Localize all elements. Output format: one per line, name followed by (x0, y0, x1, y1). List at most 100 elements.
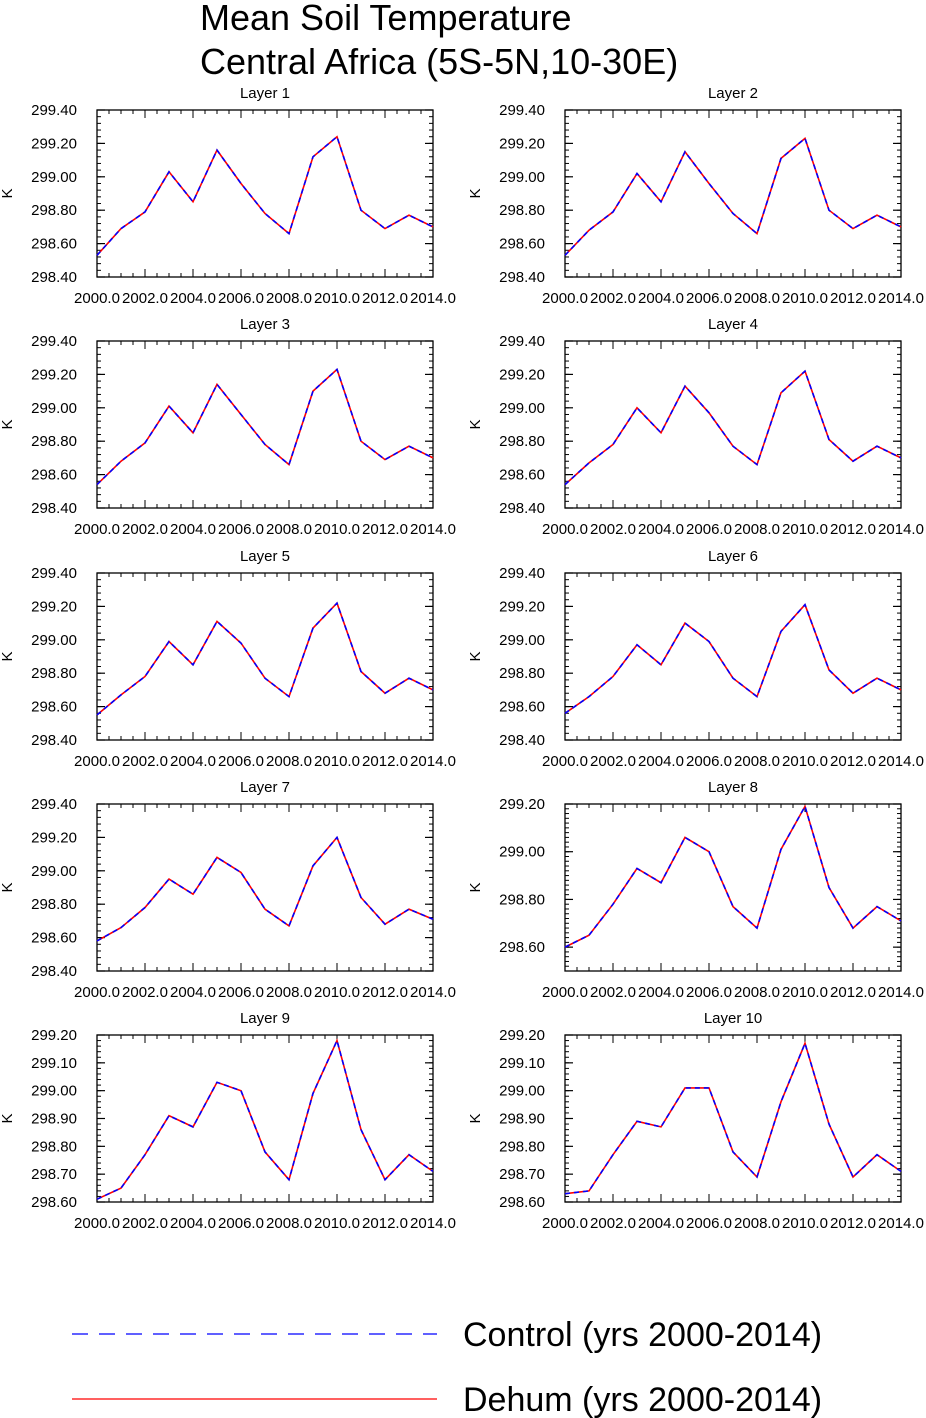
panel-8-x-tick-label: 2008.0 (734, 984, 780, 1001)
panel-5-frame (96, 572, 434, 741)
panel-5-x-tick-label: 2004.0 (170, 753, 216, 770)
panel-3-dehum-line (96, 367, 434, 486)
panel-4-y-tick-label: 298.80 (499, 433, 545, 450)
panel-10-frame (564, 1034, 902, 1203)
panel-5-y-tick-label: 298.60 (31, 699, 77, 716)
panel-7-y-tick-label: 298.60 (31, 930, 77, 947)
panel-5: Layer 5 298.40 298.60 298.80 299.00 299.20 299… (0, 548, 456, 770)
panel-9-y-tick-label: 299.20 (31, 1027, 77, 1044)
panel-1-x-tick-label: 2008.0 (266, 290, 312, 307)
panel-5-y-tick-label: 299.00 (31, 632, 77, 649)
panel-4-y-tick-label: 299.40 (499, 333, 545, 350)
panel-8-x-tick-label: 2002.0 (590, 984, 636, 1001)
panel-9-x-tick-label: 2012.0 (362, 1215, 408, 1232)
panel-7: Layer 7 298.40 298.60 298.80 299.00 299.20 299… (0, 779, 456, 1001)
panel-8-x-tick-label: 2004.0 (638, 984, 684, 1001)
panel-1-y-tick-label: 298.80 (31, 202, 77, 219)
panel-10-x-tick-label: 2000.0 (542, 1215, 588, 1232)
panel-8-frame (564, 803, 902, 972)
panel-3-y-tick-label: 298.80 (31, 433, 77, 450)
panel-1-y-tick-label: 299.00 (31, 169, 77, 186)
panel-4-y-axis-label: K (467, 419, 484, 429)
panel-7-x-tick-label: 2014.0 (410, 984, 456, 1001)
panel-7-y-tick-label: 298.80 (31, 896, 77, 913)
panel-10-x-tick-label: 2014.0 (878, 1215, 924, 1232)
panel-7-control-line (96, 835, 434, 942)
panel-9-y-tick-label: 298.60 (31, 1194, 77, 1211)
panel-7-x-tick-label: 2000.0 (74, 984, 120, 1001)
panel-1-y-tick-label: 298.60 (31, 236, 77, 253)
panel-9-control-line (96, 1038, 434, 1200)
panel-10-y-tick-label: 298.80 (499, 1138, 545, 1155)
panel-3-title: Layer 3 (240, 316, 290, 333)
panel-8-dehum-line (564, 804, 902, 948)
panel-2-x-tick-label: 2006.0 (686, 290, 732, 307)
panel-4: Layer 4 298.40 298.60 298.80 299.00 299.20 299… (467, 316, 924, 538)
panel-9: Layer 9 298.60 298.70 298.80 298.90 299.00 299… (0, 1010, 456, 1232)
panel-2-y-axis-label: K (467, 188, 484, 198)
panel-8-y-tick-label: 298.80 (499, 891, 545, 908)
panel-9-x-tick-label: 2004.0 (170, 1215, 216, 1232)
panel-4-x-tick-label: 2004.0 (638, 521, 684, 538)
panel-2-x-tick-label: 2014.0 (878, 290, 924, 307)
panel-8-control-line (564, 804, 902, 948)
panel-4-y-tick-label: 298.60 (499, 467, 545, 484)
legend-dehum-label: Dehum (yrs 2000-2014) (463, 1381, 822, 1418)
panel-5-x-tick-label: 2010.0 (314, 753, 360, 770)
panel-6-frame (564, 572, 902, 741)
panel-6-control-line (564, 603, 902, 714)
panel-2-x-tick-label: 2010.0 (782, 290, 828, 307)
panel-3-y-tick-label: 299.40 (31, 333, 77, 350)
panel-7-frame (96, 803, 434, 972)
panel-8-x-tick-label: 2006.0 (686, 984, 732, 1001)
panel-8-x-tick-label: 2012.0 (830, 984, 876, 1001)
panel-5-x-tick-label: 2008.0 (266, 753, 312, 770)
panel-6-x-tick-label: 2004.0 (638, 753, 684, 770)
panel-6-dehum-line (564, 603, 902, 714)
panel-7-title: Layer 7 (240, 779, 290, 796)
panel-6-x-tick-label: 2008.0 (734, 753, 780, 770)
panel-7-x-tick-label: 2006.0 (218, 984, 264, 1001)
panel-9-y-tick-label: 299.00 (31, 1083, 77, 1100)
panel-9-x-tick-label: 2014.0 (410, 1215, 456, 1232)
panel-4-control-line (564, 369, 902, 486)
legend: Control (yrs 2000-2014) Dehum (yrs 2000-… (72, 1316, 822, 1418)
panel-10-x-tick-label: 2002.0 (590, 1215, 636, 1232)
panel-9-title: Layer 9 (240, 1010, 290, 1027)
panel-8-y-axis-label: K (467, 882, 484, 892)
panel-9-x-tick-label: 2010.0 (314, 1215, 360, 1232)
panel-10-y-tick-label: 298.70 (499, 1166, 545, 1183)
panel-9-x-tick-label: 2002.0 (122, 1215, 168, 1232)
panel-7-dehum-line (96, 835, 434, 942)
panel-4-x-tick-label: 2008.0 (734, 521, 780, 538)
panel-9-y-tick-label: 298.90 (31, 1111, 77, 1128)
panel-3-frame (96, 340, 434, 509)
panel-10-x-tick-label: 2012.0 (830, 1215, 876, 1232)
panel-2-frame (564, 109, 902, 278)
panel-10-y-tick-label: 299.10 (499, 1055, 545, 1072)
panel-2-y-tick-label: 298.40 (499, 269, 545, 286)
panel-1-x-tick-label: 2014.0 (410, 290, 456, 307)
panel-10-x-tick-label: 2004.0 (638, 1215, 684, 1232)
panel-5-x-tick-label: 2006.0 (218, 753, 264, 770)
panel-5-x-tick-label: 2000.0 (74, 753, 120, 770)
panel-6-y-tick-label: 299.40 (499, 565, 545, 582)
panel-4-frame (564, 340, 902, 509)
panel-8-x-tick-label: 2000.0 (542, 984, 588, 1001)
panel-10-y-tick-label: 298.90 (499, 1111, 545, 1128)
panel-1-dehum-line (96, 135, 434, 256)
panel-1-x-tick-label: 2004.0 (170, 290, 216, 307)
panel-1-y-axis-label: K (0, 188, 16, 198)
panel-6-y-tick-label: 298.80 (499, 665, 545, 682)
panel-3-x-tick-label: 2008.0 (266, 521, 312, 538)
panel-4-x-tick-label: 2012.0 (830, 521, 876, 538)
panel-8-x-tick-label: 2014.0 (878, 984, 924, 1001)
panel-7-y-tick-label: 299.20 (31, 829, 77, 846)
panel-1-y-tick-label: 298.40 (31, 269, 77, 286)
panel-4-x-tick-label: 2002.0 (590, 521, 636, 538)
panel-7-x-tick-label: 2002.0 (122, 984, 168, 1001)
panel-4-x-tick-label: 2006.0 (686, 521, 732, 538)
panel-2-y-tick-label: 298.80 (499, 202, 545, 219)
panel-3-x-tick-label: 2000.0 (74, 521, 120, 538)
panel-9-y-tick-label: 299.10 (31, 1055, 77, 1072)
